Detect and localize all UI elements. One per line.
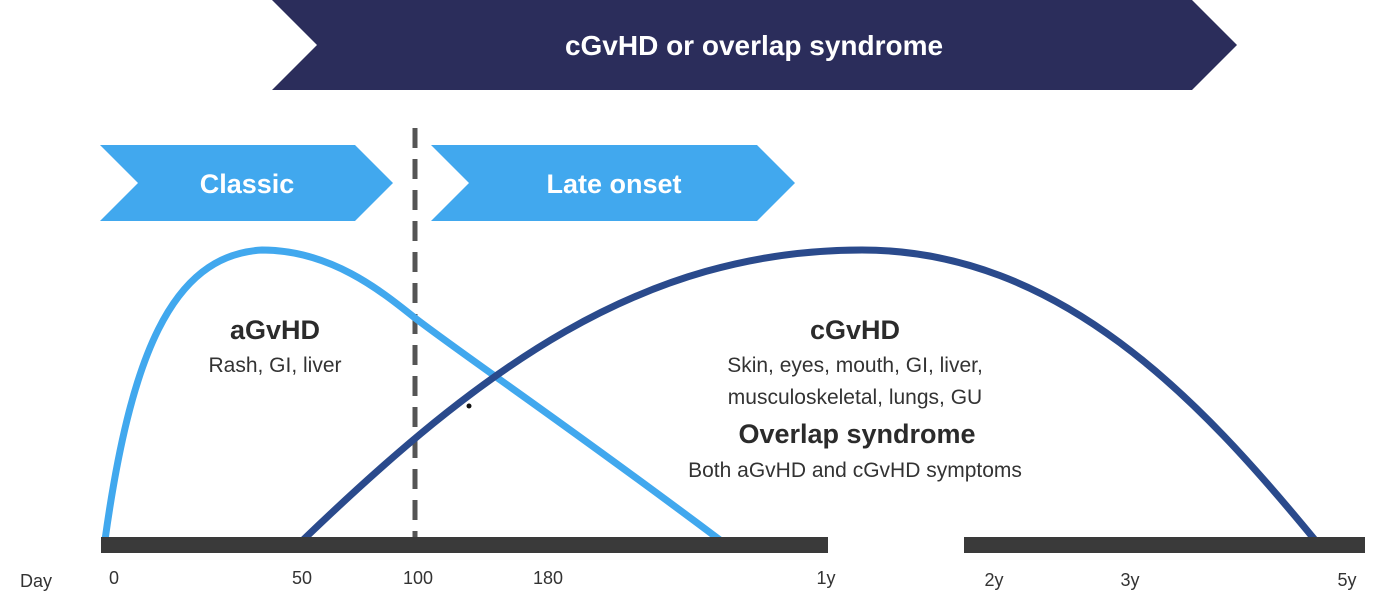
timeline-axis-left — [101, 537, 828, 553]
tick-label-100: 100 — [403, 568, 433, 588]
agvhd-sites: Rash, GI, liver — [208, 354, 341, 377]
late-onset-banner — [431, 145, 795, 221]
tick-label-50: 50 — [292, 568, 312, 588]
cgvhd-curve — [299, 246, 1319, 544]
tick-label-3y: 3y — [1120, 570, 1139, 590]
cgvhd-sites-line1: Skin, eyes, mouth, GI, liver, — [727, 354, 983, 377]
chronic-banner-label: cGvHD or overlap syndrome — [565, 30, 943, 61]
axis-unit-label: Day — [20, 571, 52, 591]
classic-banner — [100, 145, 393, 221]
cgvhd-sites-line2: musculoskeletal, lungs, GU — [728, 386, 982, 409]
tick-label-1y: 1y — [816, 568, 835, 588]
late-onset-banner-label: Late onset — [546, 169, 681, 199]
overlap-desc: Both aGvHD and cGvHD symptoms — [688, 459, 1022, 482]
tick-label-2y: 2y — [984, 570, 1003, 590]
classic-banner-label: Classic — [200, 169, 295, 199]
tick-label-5y: 5y — [1337, 570, 1356, 590]
marker-dot — [466, 403, 472, 409]
overlap-title: Overlap syndrome — [738, 419, 975, 449]
tick-label-0: 0 — [109, 568, 119, 588]
agvhd-curve — [101, 246, 724, 544]
chronic-banner — [272, 0, 1237, 90]
tick-label-180: 180 — [533, 568, 563, 588]
timeline-axis-right — [964, 537, 1365, 553]
agvhd-title: aGvHD — [230, 315, 320, 345]
cgvhd-title: cGvHD — [810, 315, 900, 345]
